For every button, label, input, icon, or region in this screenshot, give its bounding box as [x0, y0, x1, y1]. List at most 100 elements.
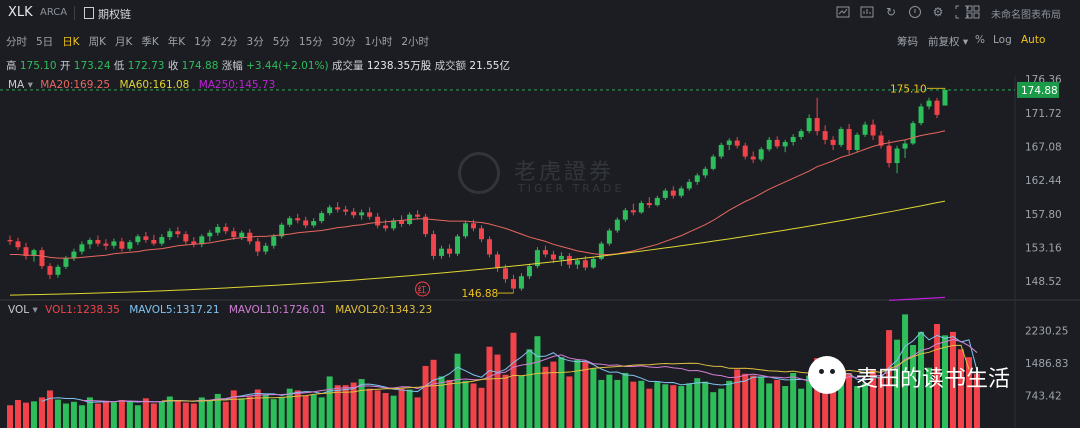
mavol10-legend: MAVOL10:1726.01 [228, 304, 326, 316]
change-label: 涨幅 [221, 60, 243, 72]
dropdown-icon[interactable]: ▾ [32, 304, 38, 316]
volume-bar [830, 382, 837, 428]
candle-body [287, 218, 293, 225]
volume-bar [774, 379, 781, 428]
candle-body [502, 268, 508, 280]
candle-body [710, 156, 716, 169]
period-tab[interactable]: 15分 [298, 36, 323, 48]
volume-bar [598, 379, 605, 428]
volume-bar [222, 401, 229, 428]
candle-body [303, 220, 309, 226]
volume-bar [654, 382, 661, 428]
mavol20-legend: MAVOL20:1343.23 [335, 304, 433, 316]
watermark-en: TIGER TRADE [518, 182, 625, 195]
candle-body [359, 212, 365, 216]
ma250-legend: MA250:145.73 [198, 79, 276, 91]
candle-body [55, 266, 61, 275]
volume-bar [949, 331, 956, 428]
candle-body [423, 216, 429, 235]
volume-bar [414, 397, 421, 428]
candle-body [590, 258, 596, 268]
candle-body [151, 239, 157, 244]
grid-layout-icon[interactable] [966, 5, 980, 19]
period-tab[interactable]: 年K [167, 36, 186, 48]
volume-bar [870, 370, 877, 428]
volume-bar [965, 357, 972, 428]
period-tab[interactable]: 30分 [331, 36, 356, 48]
volume-bar [782, 386, 789, 428]
vol-legend[interactable]: VOL ▾ VOL1:1238.35 MAVOL5:1317.21 MAVOL1… [8, 304, 432, 316]
volume-bar [550, 361, 557, 428]
tiger-logo-icon [458, 152, 500, 194]
log-toggle[interactable]: Log [993, 34, 1012, 46]
adjust-dropdown[interactable]: 前复权 ▾ [928, 36, 969, 48]
options-chain-button[interactable]: 期权链 [98, 8, 131, 21]
ma-legend[interactable]: MA ▾ MA20:169.25 MA60:161.08 MA250:145.7… [8, 79, 275, 91]
period-tab[interactable]: 分时 [6, 36, 27, 48]
price-axis-tick: 162.44 [1025, 175, 1062, 187]
volume-bar [446, 379, 453, 428]
candle-body [910, 123, 916, 144]
period-tab[interactable]: 2小时 [401, 36, 430, 48]
alert-icon[interactable] [908, 5, 922, 19]
price-axis-tick: 171.72 [1025, 108, 1062, 120]
volume-bar [742, 373, 749, 428]
volume-bar [766, 383, 773, 428]
volume-bar [262, 394, 269, 428]
volume-bar [166, 396, 173, 428]
period-tab[interactable]: 5日 [36, 36, 54, 48]
candle-body [846, 128, 852, 150]
period-tab[interactable]: 季K [141, 36, 159, 48]
period-tab[interactable]: 1小时 [364, 36, 393, 48]
period-tab[interactable]: 日K [62, 36, 80, 48]
volume-bar [454, 353, 461, 428]
volume-bar [350, 382, 357, 428]
candle-body [271, 236, 277, 246]
period-tab[interactable]: 3分 [246, 36, 264, 48]
layout-name-button[interactable]: 未命名图表布局 [991, 10, 1061, 21]
volume-bar [334, 385, 341, 428]
volume-bar [142, 398, 149, 428]
volume-bar [286, 388, 293, 428]
volume-bar [894, 339, 901, 428]
replay-icon[interactable]: ↻ [885, 5, 897, 19]
ma20-line [10, 130, 946, 259]
candle-body [343, 209, 349, 212]
candle-body [854, 134, 860, 150]
indicator-icon[interactable] [860, 5, 874, 19]
period-tab[interactable]: 月K [114, 36, 133, 48]
volume-bar [710, 392, 717, 428]
volume-bar [198, 397, 205, 428]
chips-button[interactable]: 筹码 [897, 36, 918, 48]
ma60-legend: MA60:161.08 [119, 79, 190, 91]
price-axis-tick: 167.08 [1025, 142, 1062, 154]
percent-toggle[interactable]: % [975, 34, 985, 46]
period-tab[interactable]: 2分 [220, 36, 238, 48]
volume-bar [566, 376, 573, 428]
turnover-value: 21.55亿 [469, 60, 510, 72]
low-label: 低 [113, 60, 125, 72]
candle-body [135, 236, 141, 243]
volume-bar [638, 380, 645, 428]
dropdown-icon[interactable]: ▾ [27, 79, 33, 91]
period-tab[interactable]: 周K [88, 36, 106, 48]
volume-bar [510, 332, 517, 428]
auto-toggle[interactable]: Auto [1021, 34, 1046, 46]
document-icon[interactable] [84, 7, 94, 19]
high-label: 高 [6, 60, 17, 72]
settings-icon[interactable]: ⚙ [932, 5, 944, 19]
period-tab[interactable]: 1分 [194, 36, 212, 48]
volume-bar [158, 401, 165, 428]
candle-body [606, 230, 612, 244]
candle-body [622, 210, 628, 220]
volume-bar [190, 403, 197, 428]
period-tab[interactable]: 5分 [272, 36, 290, 48]
candle-body [439, 248, 445, 256]
candle-body [518, 276, 524, 289]
volume-bar [934, 323, 941, 428]
symbol-label[interactable]: XLK [8, 5, 33, 20]
candle-body [806, 118, 812, 132]
volume-bar [294, 390, 301, 428]
chart-type-icon[interactable] [836, 5, 850, 19]
